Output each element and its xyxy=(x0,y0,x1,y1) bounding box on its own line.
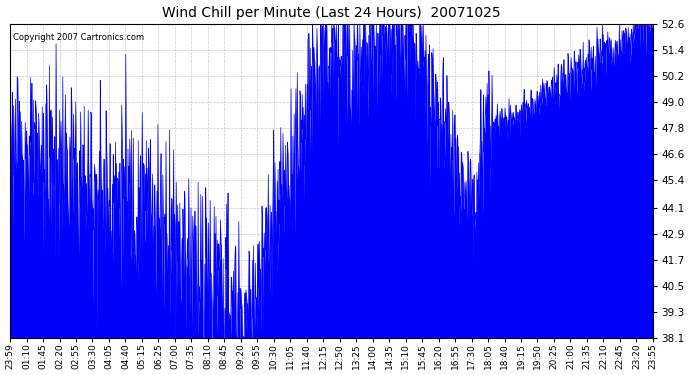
Title: Wind Chill per Minute (Last 24 Hours)  20071025: Wind Chill per Minute (Last 24 Hours) 20… xyxy=(162,6,501,20)
Text: Copyright 2007 Cartronics.com: Copyright 2007 Cartronics.com xyxy=(13,33,144,42)
